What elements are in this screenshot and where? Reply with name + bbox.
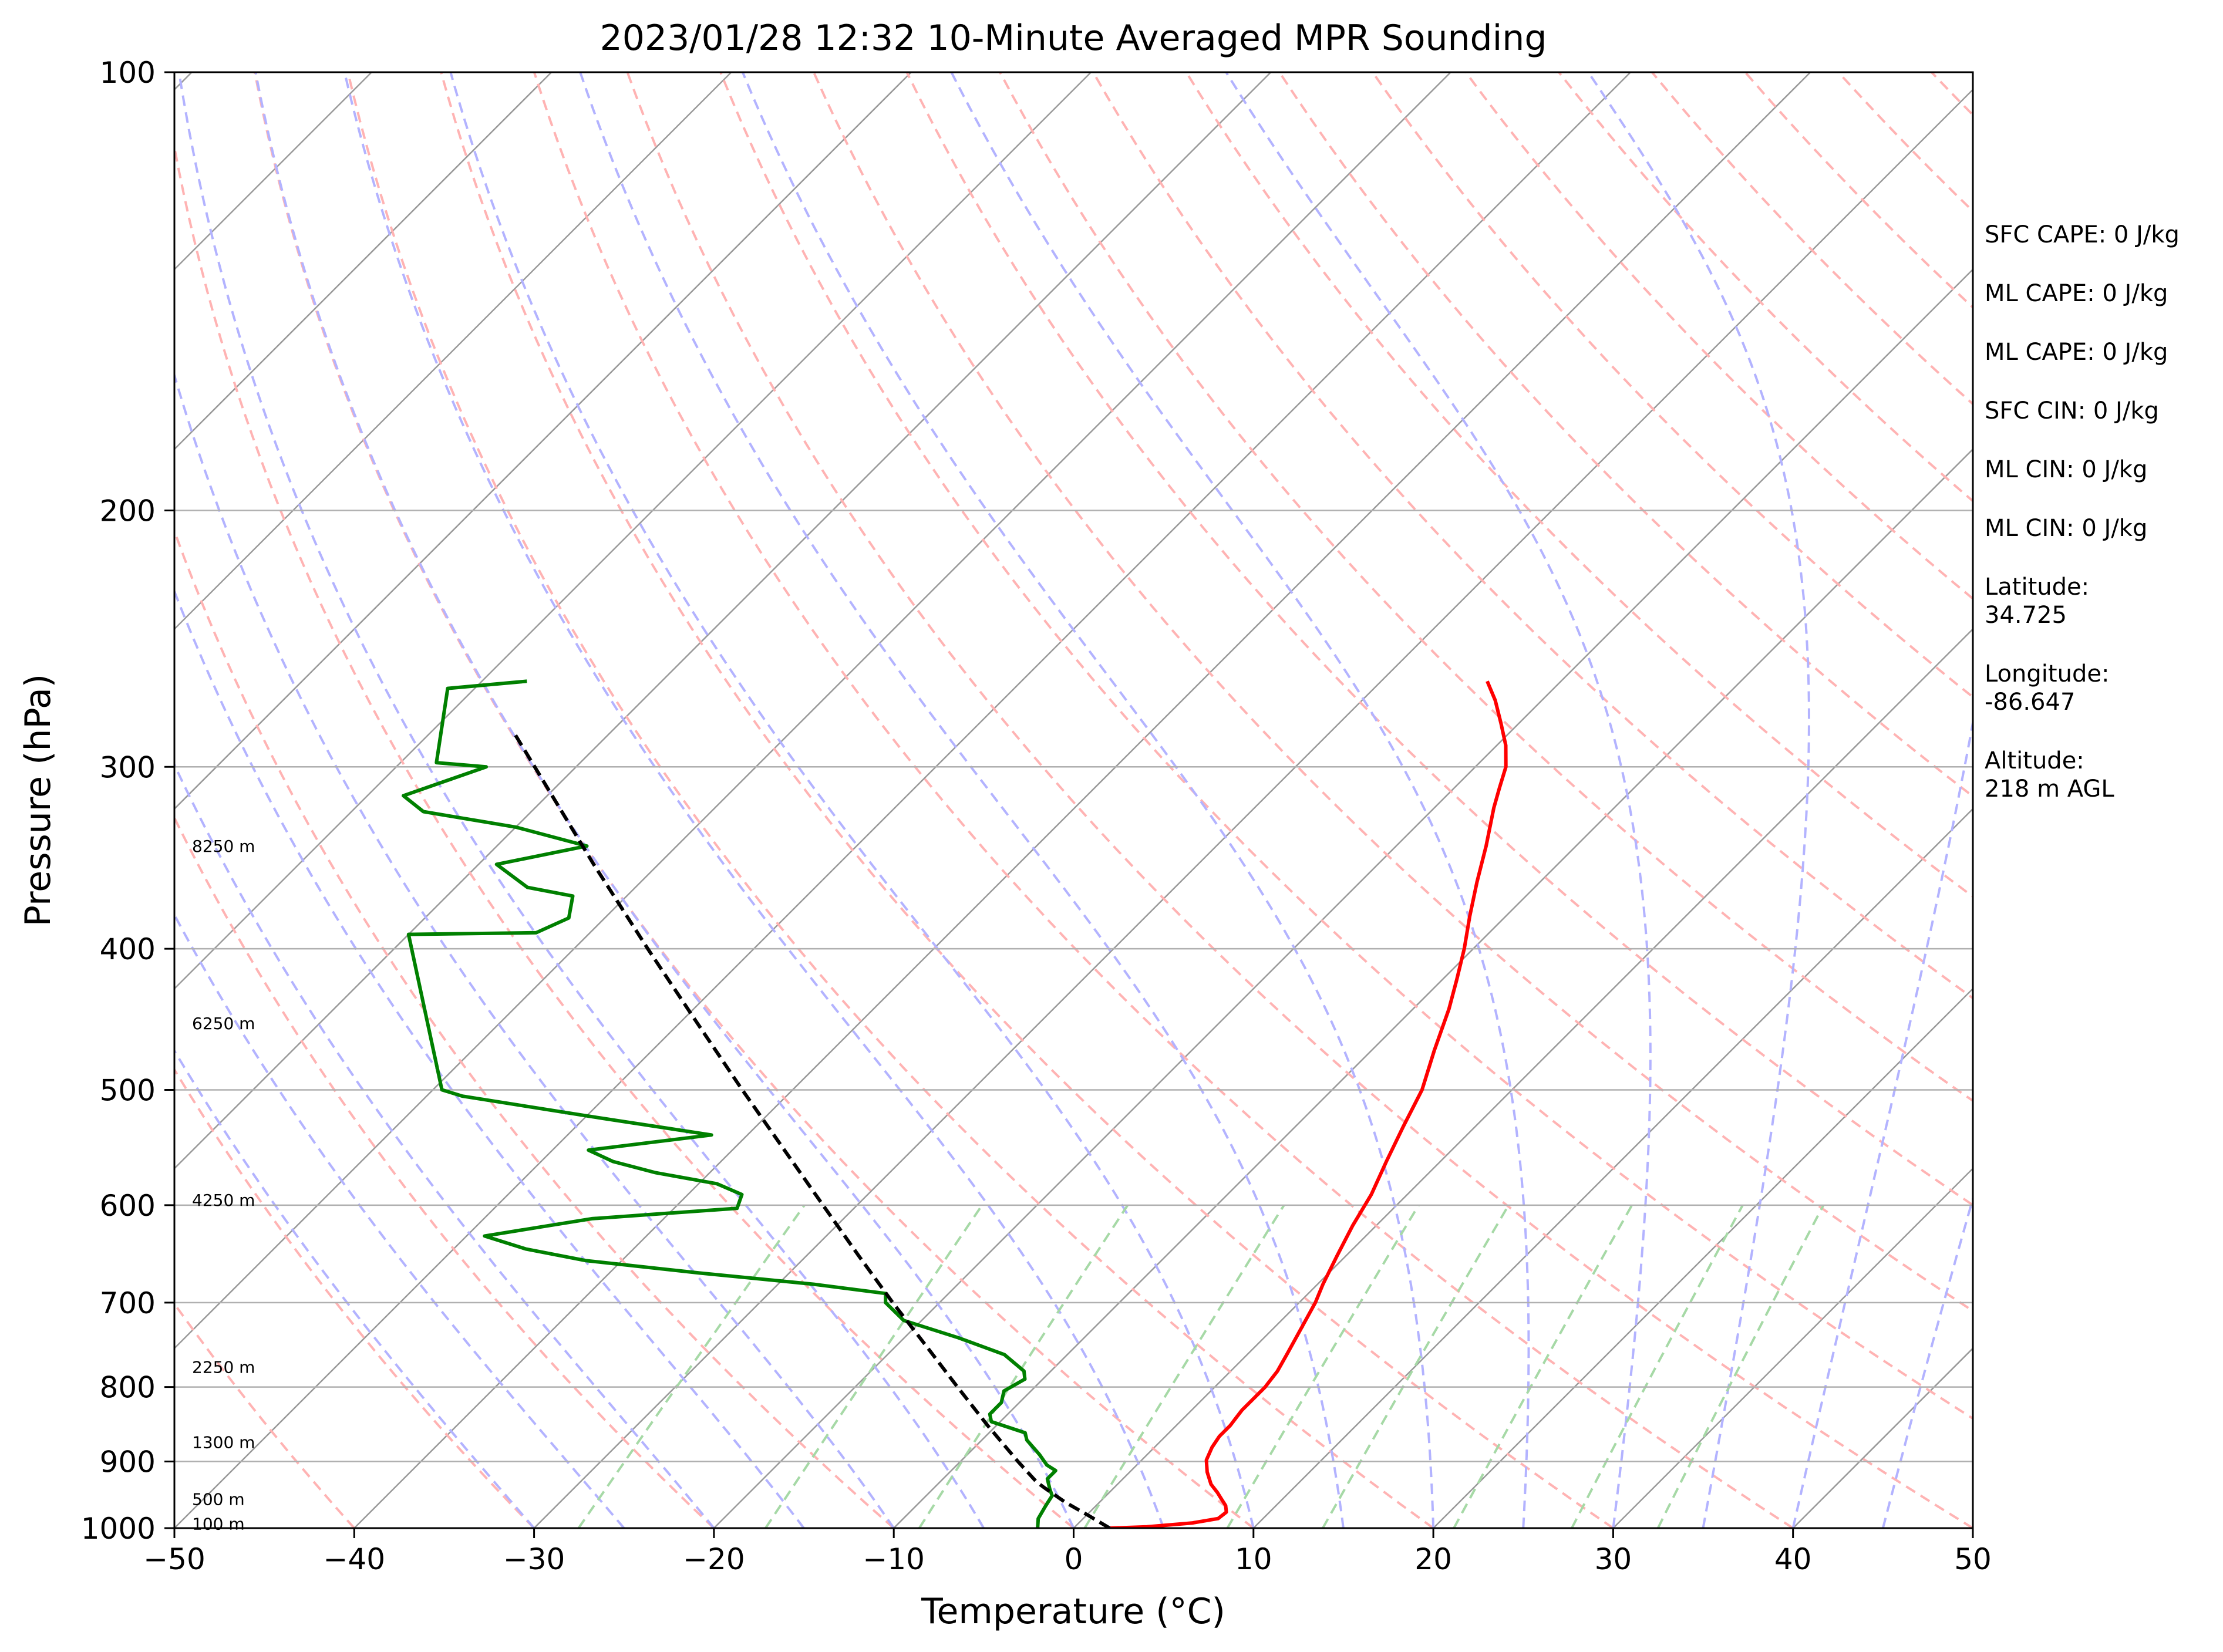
x-tick-label: 10 [1235, 1542, 1272, 1576]
info-text: SFC CAPE: 0 J/kg [1985, 221, 2180, 248]
y-tick-label: 500 [100, 1073, 156, 1107]
x-tick-label: −10 [863, 1542, 925, 1576]
x-tick-label: 50 [1954, 1542, 1992, 1576]
info-text: Longitude: [1985, 660, 2109, 687]
info-text: ML CAPE: 0 J/kg [1985, 339, 2168, 366]
y-tick-label: 200 [100, 494, 156, 528]
y-tick-label: 1000 [81, 1512, 156, 1546]
info-text: ML CIN: 0 J/kg [1985, 456, 2147, 483]
info-text: -86.647 [1985, 689, 2075, 716]
x-tick-label: −30 [503, 1542, 565, 1576]
y-tick-label: 100 [100, 56, 156, 90]
info-text: SFC CIN: 0 J/kg [1985, 397, 2159, 424]
height-label: 8250 m [192, 837, 255, 856]
x-tick-label: 0 [1065, 1542, 1083, 1576]
info-text: ML CIN: 0 J/kg [1985, 515, 2147, 542]
height-label: 6250 m [192, 1014, 255, 1033]
x-tick-label: 30 [1595, 1542, 1632, 1576]
y-axis-label: Pressure (hPa) [18, 674, 59, 926]
x-tick-label: 20 [1414, 1542, 1452, 1576]
x-tick-label: −40 [324, 1542, 386, 1576]
height-label: 100 m [192, 1514, 245, 1533]
height-label: 500 m [192, 1489, 245, 1509]
info-text: ML CAPE: 0 J/kg [1985, 280, 2168, 307]
y-tick-label: 600 [100, 1189, 156, 1223]
x-tick-label: 40 [1774, 1542, 1812, 1576]
height-label: 1300 m [192, 1433, 255, 1452]
y-tick-label: 900 [100, 1445, 156, 1479]
y-tick-label: 300 [100, 750, 156, 784]
y-tick-label: 800 [100, 1371, 156, 1405]
chart-title: 2023/01/28 12:32 10-Minute Averaged MPR … [600, 18, 1547, 59]
info-text: 34.725 [1985, 602, 2067, 629]
x-axis-label: Temperature (°C) [921, 1591, 1225, 1632]
y-tick-label: 400 [100, 932, 156, 966]
info-text: 218 m AGL [1985, 776, 2114, 803]
height-label: 2250 m [192, 1357, 255, 1377]
height-label: 4250 m [192, 1191, 255, 1210]
y-tick-label: 700 [100, 1286, 156, 1320]
x-tick-label: −20 [683, 1542, 745, 1576]
info-text: Latitude: [1985, 574, 2089, 601]
x-tick-label: −50 [143, 1542, 206, 1576]
info-text: Altitude: [1985, 747, 2084, 774]
